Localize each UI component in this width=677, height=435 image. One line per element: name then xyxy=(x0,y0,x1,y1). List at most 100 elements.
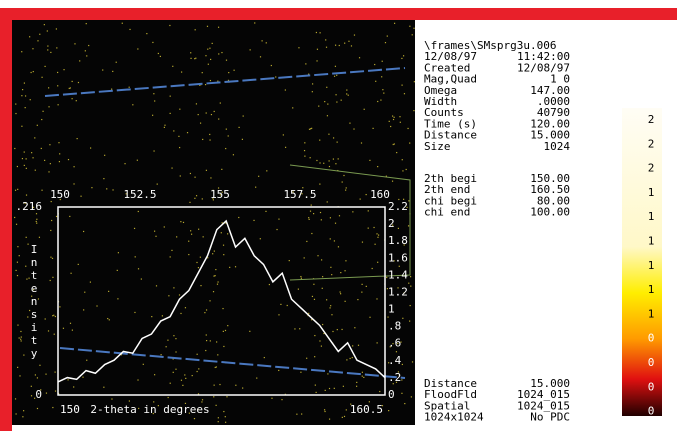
noise-dot xyxy=(377,237,378,238)
noise-dot xyxy=(55,390,56,391)
noise-dot xyxy=(21,336,22,337)
noise-dot xyxy=(215,269,216,270)
noise-dot xyxy=(317,49,318,50)
noise-dot xyxy=(83,309,84,310)
noise-dot xyxy=(314,356,315,357)
noise-dot xyxy=(316,392,317,393)
noise-dot xyxy=(19,337,20,338)
noise-dot xyxy=(407,128,408,129)
noise-dot xyxy=(344,416,345,417)
noise-dot xyxy=(329,166,330,167)
noise-dot xyxy=(382,89,383,90)
noise-dot xyxy=(185,378,186,379)
noise-dot xyxy=(205,55,206,56)
noise-dot xyxy=(79,60,80,61)
noise-dot xyxy=(298,47,299,48)
noise-dot xyxy=(335,94,336,95)
noise-dot xyxy=(157,184,158,185)
noise-dot xyxy=(20,339,21,340)
noise-dot xyxy=(181,71,182,72)
noise-dot xyxy=(17,246,18,247)
noise-dot xyxy=(276,229,277,230)
noise-dot xyxy=(205,84,206,85)
noise-dot xyxy=(373,227,374,228)
noise-dot xyxy=(325,390,326,391)
noise-dot xyxy=(401,393,402,394)
noise-dot xyxy=(315,385,316,386)
noise-dot xyxy=(19,255,20,256)
noise-dot xyxy=(216,366,217,367)
noise-dot xyxy=(301,413,302,414)
noise-dot xyxy=(73,386,74,387)
noise-dot xyxy=(31,72,32,73)
noise-dot xyxy=(289,260,290,261)
noise-dot xyxy=(39,34,40,35)
noise-dot xyxy=(161,354,162,355)
noise-dot xyxy=(23,354,24,355)
noise-dot xyxy=(305,63,306,64)
noise-dot xyxy=(265,211,266,212)
noise-dot xyxy=(225,422,226,423)
noise-dot xyxy=(398,228,399,229)
noise-dot xyxy=(183,222,184,223)
noise-dot xyxy=(170,113,171,114)
noise-dot xyxy=(327,115,328,116)
noise-dot xyxy=(326,87,327,88)
noise-dot xyxy=(235,385,236,386)
noise-dot xyxy=(338,246,339,247)
noise-dot xyxy=(59,153,60,154)
noise-dot xyxy=(320,212,321,213)
noise-dot xyxy=(25,266,26,267)
noise-dot xyxy=(238,217,239,218)
noise-dot xyxy=(69,88,70,89)
noise-dot xyxy=(361,292,362,293)
noise-dot xyxy=(135,256,136,257)
noise-dot xyxy=(343,386,344,387)
noise-dot xyxy=(346,409,347,410)
noise-dot xyxy=(401,85,402,86)
noise-dot xyxy=(35,374,36,375)
noise-dot xyxy=(154,231,155,232)
noise-dot xyxy=(357,299,358,300)
noise-dot xyxy=(103,178,104,179)
noise-dot xyxy=(32,157,33,158)
field-label: 1024x1024 xyxy=(424,411,484,424)
noise-dot xyxy=(168,397,169,398)
noise-dot xyxy=(346,359,347,360)
noise-dot xyxy=(26,168,27,169)
noise-dot xyxy=(155,236,156,237)
noise-dot xyxy=(17,166,18,167)
noise-dot xyxy=(26,237,27,238)
noise-dot xyxy=(345,301,346,302)
noise-dot xyxy=(351,45,352,46)
noise-dot xyxy=(154,100,155,101)
noise-dot xyxy=(36,213,37,214)
noise-dot xyxy=(52,258,53,259)
noise-dot xyxy=(63,328,64,329)
noise-dot xyxy=(322,324,323,325)
noise-dot xyxy=(15,103,16,104)
noise-dot xyxy=(266,170,267,171)
noise-dot xyxy=(361,142,362,143)
noise-dot xyxy=(341,100,342,101)
noise-dot xyxy=(235,266,236,267)
right-tick-label: 0 xyxy=(388,388,395,401)
noise-dot xyxy=(21,126,22,127)
noise-dot xyxy=(226,129,227,130)
field-value: 1024 xyxy=(544,140,571,153)
noise-dot xyxy=(336,101,337,102)
noise-dot xyxy=(260,238,261,239)
noise-dot xyxy=(341,329,342,330)
noise-dot xyxy=(25,95,26,96)
noise-dot xyxy=(309,129,310,130)
noise-dot xyxy=(250,49,251,50)
noise-dot xyxy=(31,152,32,153)
noise-dot xyxy=(266,42,267,43)
noise-dot xyxy=(229,267,230,268)
noise-dot xyxy=(242,139,243,140)
noise-dot xyxy=(271,398,272,399)
noise-dot xyxy=(310,157,311,158)
noise-dot xyxy=(271,65,272,66)
noise-dot xyxy=(306,358,307,359)
noise-dot xyxy=(48,330,49,331)
